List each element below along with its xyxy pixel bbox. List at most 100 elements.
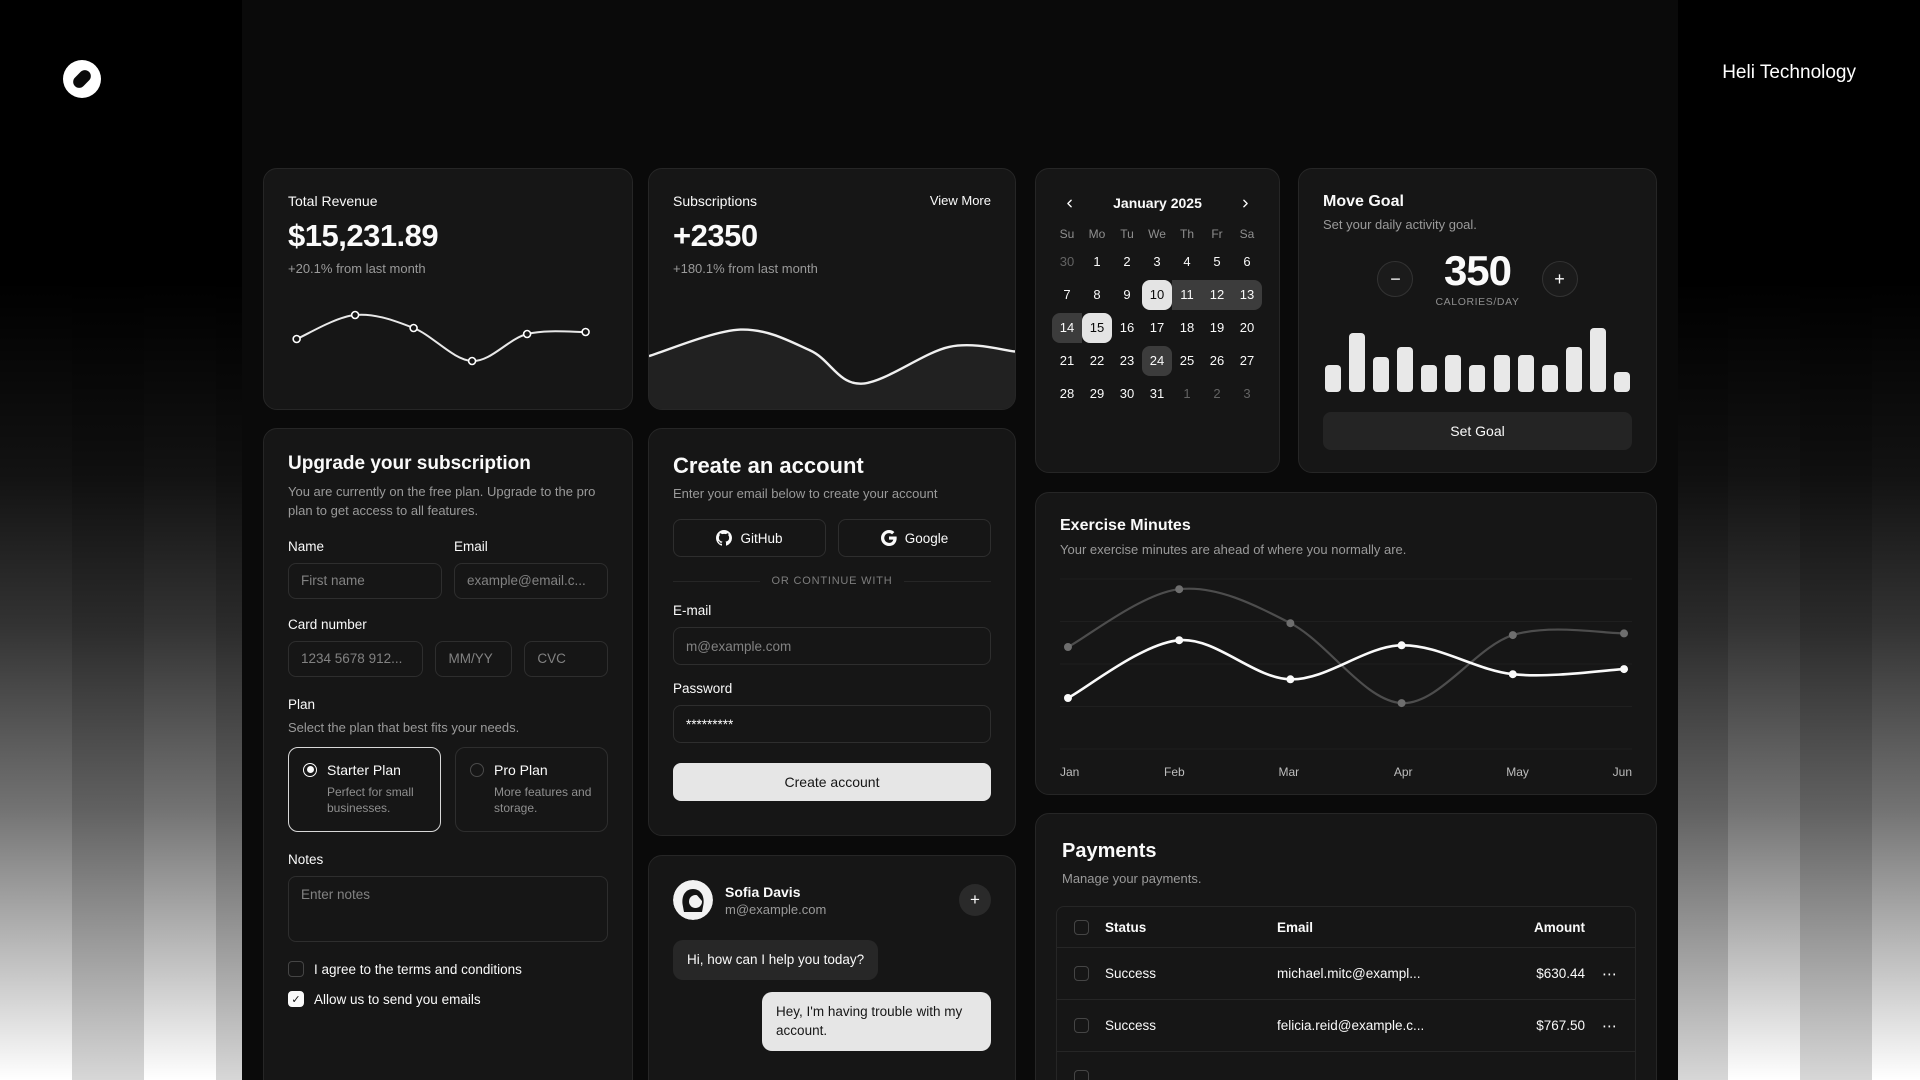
calendar-day[interactable]: 18 bbox=[1179, 320, 1195, 335]
ca-email-input[interactable] bbox=[673, 627, 991, 665]
plan-label: Plan bbox=[288, 696, 316, 712]
email-input[interactable] bbox=[454, 562, 608, 599]
calendar-day[interactable]: 2 bbox=[1123, 254, 1131, 269]
chat-card: Sofia Davis m@example.com + Hi, how can … bbox=[648, 855, 1016, 1080]
move-goal-subtitle: Set your daily activity goal. bbox=[1323, 217, 1477, 232]
calendar-day[interactable]: 21 bbox=[1059, 353, 1075, 368]
ca-password-input[interactable] bbox=[673, 705, 991, 743]
avatar bbox=[673, 880, 713, 920]
payment-status: Success bbox=[1105, 1018, 1157, 1033]
calendar-day[interactable]: 30 bbox=[1059, 254, 1075, 269]
revenue-sparkline-chart bbox=[276, 301, 620, 401]
weekday-label: Su bbox=[1059, 227, 1075, 241]
row-menu-button[interactable]: ⋯ bbox=[1602, 965, 1618, 983]
decrease-goal-button[interactable]: − bbox=[1377, 261, 1414, 297]
calendar-day[interactable]: 20 bbox=[1239, 320, 1255, 335]
revenue-title: Total Revenue bbox=[288, 193, 378, 209]
calories-bar bbox=[1349, 333, 1366, 392]
goal-value: 350 bbox=[1443, 247, 1512, 294]
calendar-day[interactable]: 11 bbox=[1172, 279, 1202, 310]
card-expiry-input[interactable] bbox=[435, 640, 513, 677]
subscriptions-sparkline-chart bbox=[649, 294, 1015, 409]
calendar-day[interactable]: 28 bbox=[1059, 386, 1075, 401]
calendar-card: January 2025 Su Mo Tu We Th Fr Sa 30 1 2 3 4 5 6 7 8 9 1… bbox=[1035, 168, 1280, 473]
github-button-label: GitHub bbox=[740, 530, 783, 546]
checkbox-unchecked-icon[interactable] bbox=[288, 961, 304, 978]
row-checkbox[interactable] bbox=[1073, 1070, 1089, 1080]
calendar-next-button[interactable] bbox=[1233, 190, 1259, 216]
calories-bar bbox=[1469, 365, 1486, 392]
calories-bar-chart bbox=[1323, 328, 1632, 392]
x-axis-tick-label: Apr bbox=[1393, 765, 1413, 779]
calories-bar bbox=[1397, 347, 1414, 392]
increase-goal-button[interactable]: + bbox=[1541, 261, 1578, 297]
github-button[interactable]: GitHub bbox=[673, 519, 826, 557]
plan-option-pro-plan[interactable]: Pro Plan More features and storage. bbox=[455, 746, 608, 833]
calendar-day[interactable]: 5 bbox=[1213, 254, 1221, 269]
exercise-x-axis: Jan Feb Mar Apr May Jun bbox=[1060, 765, 1632, 781]
calendar-day[interactable]: 2 bbox=[1213, 386, 1221, 401]
create-account-subtitle: Enter your email below to create your ac… bbox=[673, 486, 938, 501]
calendar-day[interactable]: 4 bbox=[1183, 254, 1191, 269]
calories-bar bbox=[1541, 365, 1558, 392]
calendar-day[interactable]: 17 bbox=[1149, 320, 1165, 335]
row-checkbox[interactable] bbox=[1073, 966, 1089, 981]
google-button[interactable]: Google bbox=[838, 519, 991, 557]
new-message-button[interactable]: + bbox=[959, 884, 991, 916]
view-more-button[interactable]: View More bbox=[929, 193, 991, 208]
checkbox-checked-icon[interactable]: ✓ bbox=[288, 991, 304, 1008]
chat-message-sent: Hey, I'm having trouble with my account. bbox=[762, 991, 991, 1051]
calendar-day[interactable]: 9 bbox=[1123, 287, 1131, 302]
create-account-button[interactable]: Create account bbox=[673, 763, 991, 801]
calendar-day[interactable]: 31 bbox=[1149, 386, 1165, 401]
calories-bar bbox=[1325, 365, 1341, 392]
calendar-day[interactable]: 3 bbox=[1153, 254, 1161, 269]
calories-bar bbox=[1589, 328, 1606, 392]
calendar-day[interactable]: 27 bbox=[1239, 353, 1255, 368]
checkbox-label: I agree to the terms and conditions bbox=[314, 961, 522, 977]
notes-textarea[interactable] bbox=[288, 876, 608, 943]
notes-label: Notes bbox=[288, 852, 324, 868]
card-cvc-input[interactable] bbox=[524, 640, 608, 677]
payment-amount: $767.50 bbox=[1536, 1018, 1585, 1033]
create-account-title: Create an account bbox=[673, 453, 864, 478]
row-checkbox[interactable] bbox=[1073, 1018, 1089, 1033]
calendar-day[interactable]: 19 bbox=[1209, 320, 1225, 335]
calendar-day[interactable]: 8 bbox=[1093, 287, 1101, 302]
calendar-day[interactable]: 10 bbox=[1142, 279, 1172, 310]
card-number-input[interactable] bbox=[288, 640, 424, 677]
calendar-prev-button[interactable] bbox=[1056, 190, 1082, 216]
calendar-day[interactable]: 25 bbox=[1179, 353, 1195, 368]
calendar-day[interactable]: 1 bbox=[1183, 386, 1191, 401]
exercise-minutes-card: Exercise Minutes Your exercise minutes a… bbox=[1035, 492, 1657, 795]
calendar-day[interactable]: 7 bbox=[1063, 287, 1071, 302]
weekday-label: Sa bbox=[1239, 227, 1255, 241]
card-number-label: Card number bbox=[288, 616, 367, 632]
calendar-day[interactable]: 30 bbox=[1119, 386, 1135, 401]
plan-option-starter-plan[interactable]: Starter Plan Perfect for small businesses… bbox=[288, 746, 441, 833]
row-menu-button[interactable]: ⋯ bbox=[1602, 1017, 1618, 1035]
calendar-day[interactable]: 12 bbox=[1202, 279, 1232, 310]
calendar-day[interactable]: 13 bbox=[1232, 279, 1262, 310]
calendar-day[interactable]: 24 bbox=[1142, 345, 1172, 376]
payment-amount: $630.44 bbox=[1536, 966, 1585, 981]
select-all-checkbox[interactable] bbox=[1073, 919, 1089, 935]
calendar-day[interactable]: 22 bbox=[1089, 353, 1105, 368]
payment-email: felicia.reid@example.c... bbox=[1277, 1018, 1425, 1033]
calendar-day[interactable]: 14 bbox=[1052, 312, 1082, 343]
calendar-day[interactable]: 29 bbox=[1089, 386, 1105, 401]
calendar-day[interactable]: 3 bbox=[1243, 386, 1251, 401]
calendar-day[interactable]: 26 bbox=[1209, 353, 1225, 368]
calendar-day[interactable]: 15 bbox=[1082, 312, 1112, 343]
upgrade-subtitle: You are currently on the free plan. Upgr… bbox=[288, 484, 596, 518]
calendar-day[interactable]: 16 bbox=[1119, 320, 1135, 335]
set-goal-button[interactable]: Set Goal bbox=[1323, 412, 1632, 450]
calendar-day[interactable]: 23 bbox=[1119, 353, 1135, 368]
calendar-day[interactable]: 6 bbox=[1243, 254, 1251, 269]
chevron-left-icon bbox=[1066, 199, 1072, 207]
x-axis-tick-label: Jan bbox=[1060, 765, 1080, 779]
first-name-input[interactable] bbox=[288, 562, 442, 599]
calendar-day[interactable]: 1 bbox=[1093, 254, 1101, 269]
x-axis-tick-label: Jun bbox=[1612, 765, 1632, 779]
payments-title: Payments bbox=[1062, 840, 1157, 862]
